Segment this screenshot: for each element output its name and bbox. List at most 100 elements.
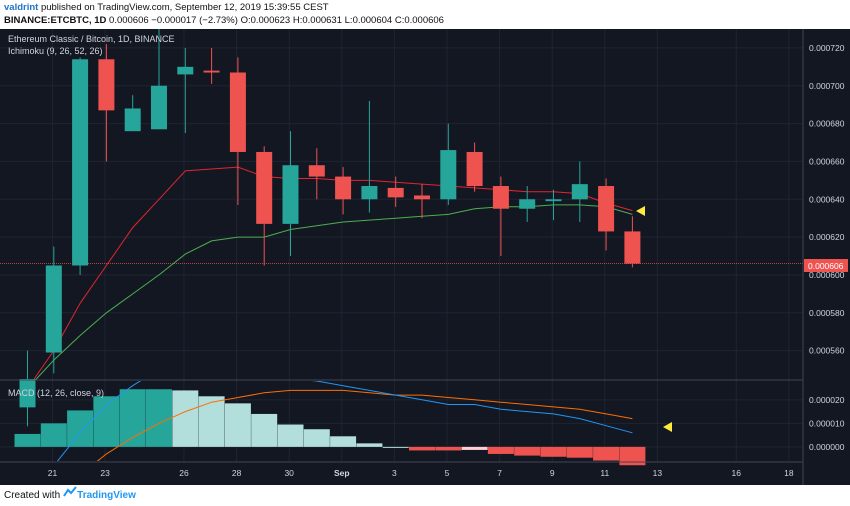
macd-histogram-bar <box>93 396 120 447</box>
macd-histogram-bar <box>303 429 330 447</box>
created-with-text: Created with <box>4 490 61 502</box>
last-price-tag: 0.000606 <box>804 259 848 272</box>
macd-pane <box>14 381 646 466</box>
price-tick-label: 0.000620 <box>809 232 845 242</box>
candle-body <box>466 151 483 187</box>
low-value: 0.000604 <box>352 15 393 26</box>
macd-histogram-bar <box>435 446 462 451</box>
candles <box>19 29 641 427</box>
time-tick-label: 16 <box>732 468 742 478</box>
candle-body <box>256 151 273 224</box>
price-tick-label: 0.000580 <box>809 308 845 318</box>
price-tick-label: 0.000660 <box>809 156 845 166</box>
time-axis: 21 23 26 28 30 Sep 3 5 7 9 11 13 16 18 <box>48 468 794 478</box>
price-axis: 0.000720 0.000700 0.000680 0.000660 0.000640… <box>809 43 845 356</box>
price-marker-arrow <box>636 206 645 216</box>
macd-histogram-bar <box>14 433 41 447</box>
macd-histogram-bar <box>514 446 541 456</box>
candle-body <box>361 186 378 200</box>
macd-legend: MACD (12, 26, close, 9) <box>8 388 104 398</box>
last-price-box <box>804 259 848 272</box>
chart-title: Ethereum Classic / Bitcoin, 1D, BINANCE <box>8 34 175 44</box>
price-tick-label: 0.000640 <box>809 194 845 204</box>
macd-histogram-bar <box>487 446 514 454</box>
high-value: 0.000631 <box>302 15 342 26</box>
price-tick-label: 0.000700 <box>809 81 845 91</box>
candle-body <box>177 66 194 75</box>
candle-body <box>72 59 89 266</box>
ichimoku-legend: Ichimoku (9, 26, 52, 26) <box>8 46 103 56</box>
macd-histogram-bar <box>40 423 67 447</box>
last-price-tag-label: 0.000606 <box>808 261 844 271</box>
time-tick-label: 3 <box>392 468 397 478</box>
candle-body <box>19 379 36 408</box>
candle-body <box>229 72 246 152</box>
macd-line <box>56 381 633 461</box>
footer: Created with TradingView <box>0 485 850 506</box>
macd-histogram-bar <box>172 390 199 447</box>
time-tick-label: 13 <box>653 468 663 478</box>
time-tick-label: 30 <box>284 468 294 478</box>
candle-body <box>414 195 430 200</box>
publish-info: valdrint published on TradingView.com, S… <box>0 1 850 14</box>
macd-histogram-bar <box>330 436 357 447</box>
candle-body <box>124 108 141 132</box>
candle-body <box>45 265 62 353</box>
macd-marker-arrow <box>663 422 672 432</box>
macd-histogram-bar <box>356 443 383 447</box>
macd-histogram-bar <box>593 446 620 461</box>
macd-histogram-bar <box>119 389 146 447</box>
price-tick-label: 0.000680 <box>809 119 845 129</box>
candle-body <box>308 165 325 177</box>
candle-body <box>440 150 457 200</box>
time-tick-label: 7 <box>497 468 502 478</box>
macd-histogram-bar <box>251 413 278 447</box>
macd-histogram-bar <box>619 446 646 466</box>
macd-tick-label: 0.000010 <box>809 418 845 428</box>
chart-canvas[interactable]: 0.000720 0.000700 0.000680 0.000660 0.000640… <box>0 29 850 485</box>
candle-body <box>151 85 167 130</box>
macd-histogram-bar <box>409 446 435 451</box>
candle-body <box>335 176 352 200</box>
price-tick-label: 0.000600 <box>809 270 845 280</box>
tradingview-logo-icon <box>63 485 77 506</box>
candle-body <box>519 199 536 209</box>
macd-histogram-bar <box>67 410 94 447</box>
macd-histogram-bar <box>277 424 304 447</box>
candle-body <box>387 187 404 198</box>
macd-histogram-bar <box>146 389 172 447</box>
open-value: 0.000623 <box>250 15 291 26</box>
last-price: 0.000606 <box>109 15 149 26</box>
time-tick-label: 11 <box>600 468 609 478</box>
symbol-label: BINANCE:ETCBTC, 1D <box>4 15 107 26</box>
tradingview-brand[interactable]: TradingView <box>77 490 136 502</box>
macd-tick-label: 0.000000 <box>809 442 845 452</box>
macd-histogram-bar <box>540 446 567 457</box>
open-label: O: <box>240 15 251 26</box>
time-tick-label: Sep <box>334 468 350 478</box>
close-label: C: <box>394 15 405 26</box>
macd-axis: 0.000020 0.000010 0.000000 <box>809 395 845 452</box>
symbol-info: BINANCE:ETCBTC, 1D 0.000606 −0.000017 (−… <box>0 14 850 27</box>
candle-body <box>492 186 509 209</box>
time-tick-label: 9 <box>550 468 555 478</box>
price-change: −0.000017 (−2.73%) <box>151 15 238 26</box>
price-tick-label: 0.000560 <box>809 346 845 356</box>
time-tick-label: 26 <box>179 468 189 478</box>
macd-histogram-bar <box>198 396 225 447</box>
candle-body <box>203 70 220 73</box>
candle-body <box>624 231 641 264</box>
time-tick-label: 28 <box>232 468 242 478</box>
price-tick-label: 0.000720 <box>809 43 845 53</box>
candle-body <box>545 199 562 202</box>
candle-body <box>98 59 115 111</box>
close-value: 0.000606 <box>404 15 444 26</box>
low-label: L: <box>344 15 353 26</box>
high-label: H: <box>292 15 303 26</box>
candle-body <box>571 184 588 200</box>
macd-histogram-bar <box>224 403 251 447</box>
time-tick-label: 23 <box>100 468 110 478</box>
macd-histogram-bar <box>461 446 488 450</box>
candle-body <box>282 165 299 224</box>
author-link[interactable]: valdrint <box>4 2 39 13</box>
